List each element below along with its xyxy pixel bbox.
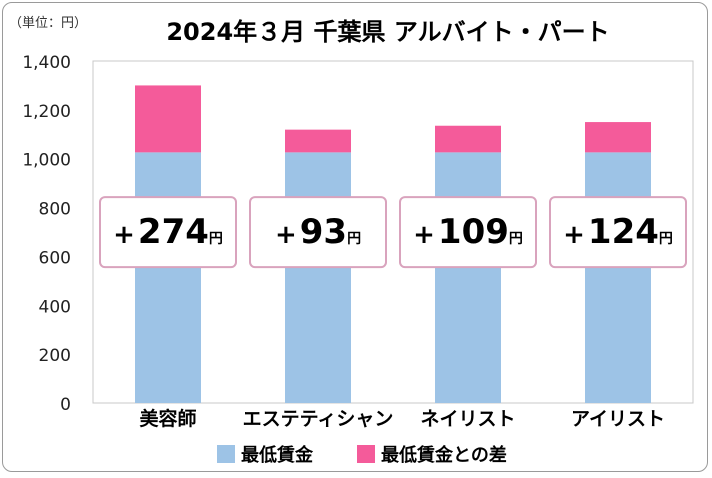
- difference-value: 124: [588, 212, 659, 252]
- y-tick-label: 1,000: [22, 151, 71, 171]
- bar-minimum-wage: [135, 152, 201, 403]
- difference-unit: 円: [659, 231, 673, 247]
- difference-label-box: [399, 196, 537, 269]
- difference-sign: +: [275, 220, 297, 250]
- x-category-label: ネイリスト: [420, 408, 515, 430]
- x-category-label: エステティシャン: [243, 408, 394, 430]
- bar-difference: [435, 125, 501, 153]
- legend-label-difference: 最低賃金との差: [381, 444, 507, 466]
- y-tick-label: 1,400: [22, 53, 71, 73]
- difference-sign: +: [113, 220, 135, 250]
- bar-difference: [285, 129, 351, 153]
- legend-swatch-difference: [357, 445, 375, 463]
- difference-label-box: [549, 196, 687, 269]
- bar-difference: [585, 122, 651, 153]
- bar-difference: [135, 85, 201, 153]
- difference-label: +93円: [275, 212, 361, 252]
- difference-label-box: [249, 196, 387, 269]
- difference-value: 274: [138, 212, 209, 252]
- x-category-label: アイリスト: [571, 408, 665, 430]
- difference-label-box: [99, 196, 237, 269]
- x-category-label: 美容師: [139, 407, 196, 430]
- chart-frame: 2024年３月 千葉県 アルバイト・パート （単位：円） 0 200 400 600 8…: [2, 2, 708, 472]
- difference-unit: 円: [347, 231, 361, 247]
- difference-unit: 円: [509, 231, 523, 247]
- difference-sign: +: [413, 220, 435, 250]
- difference-value: 93: [300, 212, 347, 252]
- plot-area: [92, 60, 694, 404]
- unit-label: （単位：円）: [9, 15, 87, 31]
- legend-label-minimum-wage: 最低賃金: [241, 444, 314, 466]
- chart-title: 2024年３月 千葉県 アルバイト・パート: [166, 18, 609, 46]
- difference-label: +124円: [563, 212, 673, 252]
- y-tick-label: 600: [39, 248, 71, 268]
- difference-unit: 円: [209, 231, 223, 247]
- bar-chart: 2024年３月 千葉県 アルバイト・パート （単位：円） 0 200 400 600 8…: [9, 15, 694, 466]
- difference-label: +274円: [113, 212, 223, 252]
- bar-minimum-wage: [285, 152, 351, 403]
- y-tick-label: 0: [60, 395, 71, 415]
- y-tick-label: 800: [39, 200, 71, 220]
- y-tick-label: 200: [39, 346, 71, 366]
- legend-swatch-minimum-wage: [217, 445, 235, 463]
- bar-minimum-wage: [585, 152, 651, 403]
- difference-label: +109円: [413, 212, 523, 252]
- y-tick-label: 400: [39, 297, 71, 317]
- difference-value: 109: [438, 212, 509, 252]
- bar-minimum-wage: [435, 152, 501, 403]
- difference-sign: +: [563, 220, 585, 250]
- y-tick-label: 1,200: [22, 102, 71, 122]
